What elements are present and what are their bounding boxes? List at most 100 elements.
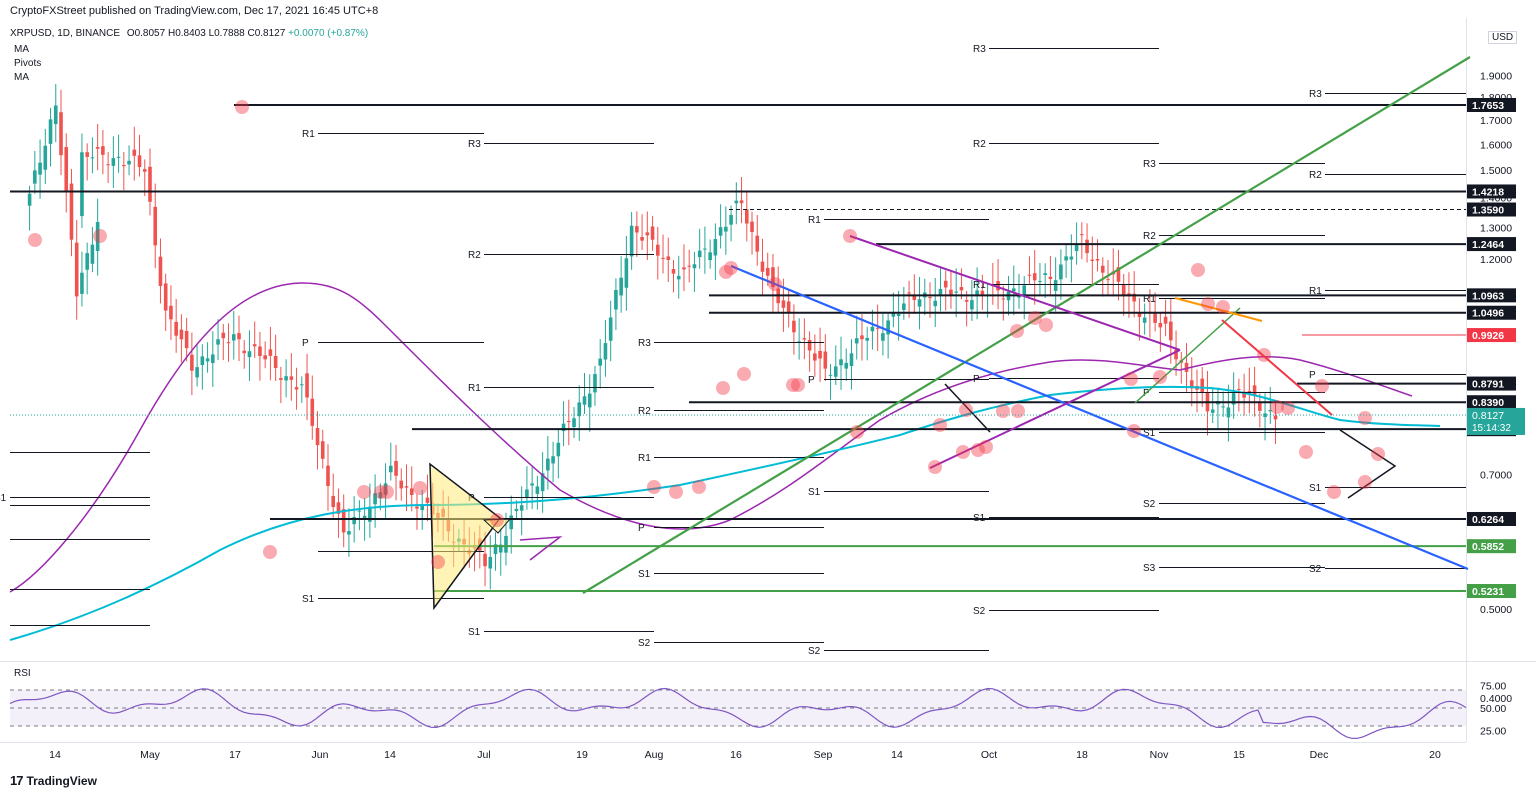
candle-body (687, 265, 691, 267)
indicator-pivots[interactable]: Pivots (14, 58, 42, 69)
pivot-label: R1 (638, 453, 651, 464)
red-downtrend-line (1221, 319, 1333, 416)
candle-body (1174, 349, 1178, 360)
touch-marker (692, 480, 706, 494)
candle-body (205, 358, 210, 362)
pivot-label: R3 (1309, 89, 1322, 100)
candle-body (169, 305, 173, 320)
touch-marker (235, 100, 249, 114)
tradingview-brand[interactable]: 17 TradingView (10, 773, 97, 788)
touch-marker (768, 277, 782, 291)
touch-marker (791, 378, 805, 392)
pivot-label: S1 (0, 493, 7, 504)
candle-body (755, 235, 760, 252)
candle-body (368, 506, 372, 522)
candle-body (1153, 313, 1157, 323)
candle-body (284, 376, 288, 381)
touch-marker (737, 367, 751, 381)
price-tick: 1.5000 (1480, 165, 1512, 177)
price-tick: 1.7000 (1480, 115, 1512, 127)
candle-body (231, 334, 236, 341)
price-label-box (1467, 511, 1516, 526)
candle-body (655, 244, 660, 256)
touch-marker (1153, 370, 1167, 384)
time-tick: 18 (1076, 749, 1088, 761)
trendlines (429, 56, 1471, 611)
candle-body (587, 393, 592, 408)
touch-marker (1358, 411, 1372, 425)
candle-body (1022, 285, 1027, 295)
candle-body (1163, 316, 1168, 324)
candle-body (744, 209, 749, 224)
candle-body (43, 145, 48, 170)
candle-body (273, 356, 278, 368)
pivot-label: S2 (1309, 564, 1322, 575)
rsi-title: RSI (14, 668, 31, 679)
candle-body (943, 280, 948, 288)
touch-markers (28, 100, 1385, 569)
price-tick: 0.5000 (1480, 604, 1512, 616)
candle-body (912, 295, 917, 301)
candle-body (1100, 265, 1105, 273)
pivot-label: R2 (1309, 170, 1322, 181)
candle-body (211, 354, 215, 364)
tradingview-name: TradingView (26, 773, 97, 788)
touch-marker (719, 265, 733, 279)
touch-marker (1299, 445, 1313, 459)
touch-marker (1011, 404, 1025, 418)
candle-body (624, 258, 629, 288)
pivot-label: R1 (1143, 294, 1156, 305)
candle-body (875, 327, 880, 329)
candle-body (153, 206, 158, 246)
candle-body (85, 152, 89, 157)
candle-body (1231, 393, 1236, 405)
candle-body (1242, 391, 1246, 398)
time-tick: 19 (576, 749, 588, 761)
touch-marker (716, 381, 730, 395)
candle-body (1252, 385, 1257, 396)
candle-body (1263, 413, 1267, 418)
candle-body (504, 535, 508, 553)
price-label-text: 0.6264 (1472, 514, 1504, 526)
pivot-label: S2 (808, 646, 821, 657)
price-label-text: 1.0496 (1472, 308, 1504, 320)
candle-body (226, 342, 231, 344)
candle-body (263, 355, 267, 360)
rsi-line (9, 687, 1467, 740)
candle-body (546, 458, 550, 471)
candle-body (116, 156, 121, 158)
price-tick: 1.9000 (1480, 71, 1512, 83)
candle-body (85, 253, 89, 270)
candle-body (483, 553, 487, 567)
candle-body (640, 236, 644, 241)
candle-body (48, 119, 53, 144)
candle-body (635, 226, 639, 233)
indicator-ma-1[interactable]: MA (14, 44, 29, 55)
candle-body (38, 162, 42, 175)
candle-body (577, 402, 582, 417)
candle-body (268, 349, 273, 356)
currency-label[interactable]: USD (1488, 31, 1518, 44)
candle-body (74, 242, 79, 297)
price-label-box (1467, 584, 1516, 598)
candle-body (27, 193, 32, 206)
touch-marker (1039, 318, 1053, 332)
pivot-label: S3 (1143, 563, 1156, 574)
time-tick: Aug (645, 749, 664, 761)
candle-body (1137, 312, 1142, 318)
candle-body (1069, 256, 1074, 260)
candle-body (184, 330, 189, 349)
candle-body (300, 384, 304, 386)
candle-body (1043, 273, 1047, 276)
candle-body (582, 396, 587, 405)
price-label-box (1467, 395, 1516, 410)
candle-body (535, 486, 540, 494)
candle-body (394, 460, 398, 476)
indicator-ma-2[interactable]: MA (14, 72, 29, 83)
purple-resistance-line (849, 235, 1181, 351)
time-axis[interactable]: 14 May 17 Jun 14 Jul 19 Aug 16 Sep 14 Oct 18 Nov 15 Dec… (49, 749, 1441, 761)
candle-body (729, 214, 733, 225)
touch-marker (647, 480, 661, 494)
published-line: CryptoFXStreet published on TradingView.… (10, 5, 379, 17)
